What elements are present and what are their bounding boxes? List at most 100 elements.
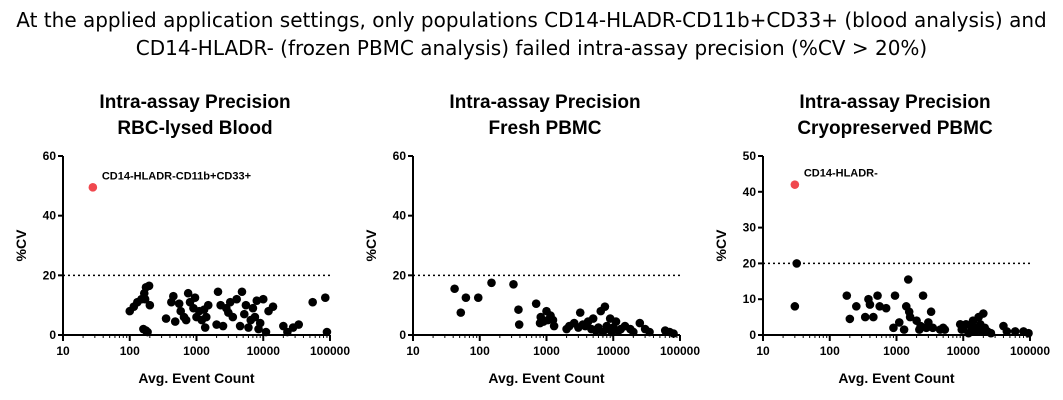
chart-title-line-2: Fresh PBMC (488, 118, 602, 139)
data-point (212, 320, 221, 329)
data-point (228, 312, 238, 322)
data-point (635, 318, 645, 328)
point-annotation: CD14-HLADR- (804, 168, 878, 180)
data-point (1024, 328, 1033, 338)
data-point (903, 275, 913, 284)
chart-title: Intra-assay Precision Cryopreserved PBMC (720, 90, 1063, 142)
headline-line-2: CD14-HLADR- (frozen PBMC analysis) faile… (135, 36, 928, 60)
y-tick-label: 20 (743, 256, 757, 270)
x-axis-label: Avg. Event Count (138, 370, 254, 386)
data-point (170, 317, 180, 326)
data-point (190, 293, 200, 303)
data-point (248, 303, 258, 313)
data-point (600, 302, 610, 311)
data-point (890, 291, 900, 300)
data-point (1002, 327, 1012, 336)
y-tick-label: 0 (399, 328, 406, 342)
data-point (161, 314, 171, 323)
y-tick-label: 40 (43, 209, 57, 223)
y-axis-label: %CV (713, 229, 729, 262)
chart-title-line-2: RBC-lysed Blood (117, 118, 273, 139)
data-point (869, 312, 878, 322)
data-point (531, 299, 541, 308)
data-point (174, 299, 184, 308)
data-point (450, 284, 459, 294)
chart-title-line-1: Intra-assay Precision (99, 92, 291, 113)
data-point (669, 329, 678, 338)
x-axis-label: Avg. Event Count (488, 370, 604, 386)
x-tick-label: 100000 (310, 344, 350, 358)
data-point (456, 308, 466, 317)
data-point (487, 278, 496, 288)
data-point (905, 312, 915, 322)
y-tick-label: 20 (43, 268, 57, 282)
y-tick-label: 60 (43, 149, 57, 163)
data-point (873, 291, 882, 300)
data-point (183, 288, 193, 298)
data-point (473, 293, 483, 303)
data-point (514, 320, 524, 329)
data-point (213, 287, 223, 297)
y-tick-label: 0 (749, 328, 756, 342)
x-tick-label: 10000 (947, 344, 981, 358)
data-point (629, 327, 638, 337)
slide-headline: At the applied application settings, onl… (0, 6, 1063, 62)
data-point (979, 309, 988, 318)
data-point (889, 323, 898, 333)
chart-panel-cryopreserved-pbmc: Intra-assay Precision Cryopreserved PBMC… (700, 86, 1050, 396)
x-tick-label: 10000 (597, 344, 631, 358)
x-tick-label: 100000 (1010, 344, 1050, 358)
data-point (181, 315, 191, 325)
y-axis-label: %CV (363, 229, 379, 262)
x-tick-label: 10 (56, 344, 70, 358)
data-point (918, 291, 928, 300)
y-tick-label: 60 (393, 149, 407, 163)
data-point (588, 314, 598, 323)
x-tick-label: 100 (820, 344, 840, 358)
chart-panel-fresh-pbmc: Intra-assay Precision Fresh PBMC 0 20 40 60… (350, 86, 700, 396)
y-tick-label: 50 (743, 149, 757, 163)
data-point (928, 323, 938, 333)
x-tick-label: 1000 (533, 344, 560, 358)
data-point (239, 309, 249, 319)
data-point (143, 327, 152, 337)
x-tick-label: 100000 (660, 344, 700, 358)
data-point (140, 294, 150, 304)
y-tick-label: 40 (743, 185, 757, 199)
data-point (320, 293, 330, 303)
headline-line-1: At the applied application settings, onl… (16, 8, 1047, 32)
data-point (575, 308, 585, 317)
data-point (201, 312, 211, 322)
data-point (899, 325, 909, 334)
y-tick-label: 0 (49, 328, 56, 342)
data-point (252, 296, 262, 305)
data-point (461, 293, 471, 303)
y-tick-label: 10 (743, 292, 757, 306)
x-tick-label: 1000 (883, 344, 910, 358)
scatter-plot-rbc-lysed-blood: 0 20 40 60 10 100 1000 10000 100000 Avg. Event Co… (13, 149, 350, 386)
data-point (611, 317, 621, 326)
data-point (241, 300, 251, 310)
data-point (200, 323, 210, 332)
data-point (842, 291, 852, 300)
chart-title: Intra-assay Precision Fresh PBMC (370, 90, 720, 142)
data-point (549, 321, 559, 331)
data-point (875, 302, 884, 311)
highlight-point (790, 180, 800, 189)
y-tick-label: 40 (393, 209, 407, 223)
chart-title: Intra-assay Precision RBC-lysed Blood (20, 90, 370, 142)
data-point (144, 281, 154, 291)
data-point (169, 291, 178, 301)
y-tick-label: 30 (743, 221, 757, 235)
x-tick-label: 1000 (183, 344, 210, 358)
data-point (258, 294, 268, 304)
x-tick-label: 100 (120, 344, 140, 358)
data-point (865, 300, 875, 309)
chart-title-line-1: Intra-assay Precision (799, 92, 991, 113)
chart-title-line-2: Cryopreserved PBMC (797, 118, 993, 139)
chart-title-line-1: Intra-assay Precision (449, 92, 641, 113)
data-point (232, 294, 241, 304)
data-point (235, 321, 245, 331)
data-point (244, 323, 253, 332)
data-point (852, 302, 861, 311)
